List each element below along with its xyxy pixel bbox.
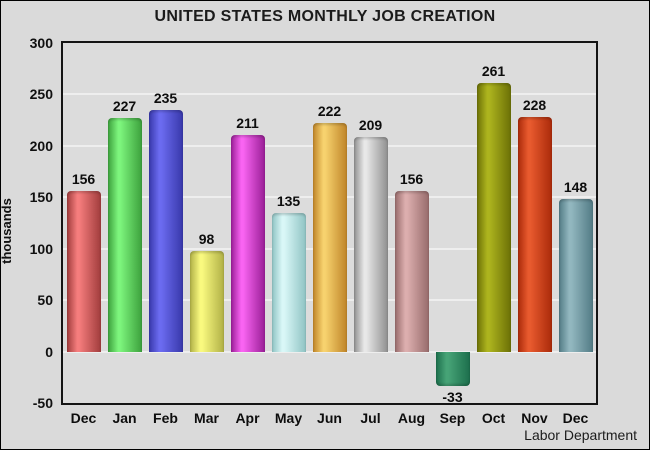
x-tick-label: Dec (70, 410, 97, 426)
bar-jul-7 (353, 136, 388, 352)
x-tick-label: Oct (481, 410, 506, 426)
bar-value-label: 235 (153, 89, 178, 106)
bar-value-label: 228 (522, 97, 547, 114)
bar-value-label: 261 (481, 63, 506, 80)
bar-jan-1 (107, 118, 142, 352)
x-tick-label: Dec (562, 410, 589, 426)
plot-area: 156 227 235 98 211 135 222 209 156 -33 261 228 148 (61, 41, 598, 405)
bar-value-label: 209 (358, 116, 383, 133)
gridline (63, 350, 596, 353)
bar-apr-4 (230, 134, 265, 352)
y-tick-label: 300 (29, 35, 53, 51)
bar-value-label: 211 (236, 114, 259, 131)
bar-value-label: 148 (563, 179, 588, 196)
x-tick-label: Jul (360, 410, 381, 426)
x-axis-ticks: Dec Jan Feb Mar Apr May Jun Jul Aug Sep Oct Nov Dec (63, 410, 596, 426)
x-tick-label: Aug (397, 410, 426, 426)
x-tick-label: Jan (112, 410, 137, 426)
bar-value-label: 135 (276, 192, 301, 209)
gridline (63, 93, 596, 96)
bar-value-label: 222 (317, 103, 342, 120)
bar-aug-8 (394, 191, 429, 352)
bar-value-label: -33 (442, 388, 463, 405)
y-tick-label: 50 (37, 292, 53, 309)
bar-feb-2 (148, 109, 183, 352)
x-tick-label: Jun (317, 410, 342, 426)
x-tick-label: Nov (521, 410, 548, 426)
y-tick-label: 250 (29, 86, 53, 103)
bar-may-5 (271, 212, 306, 352)
y-tick-label: 200 (29, 137, 53, 154)
source-credit: Labor Department (524, 427, 637, 443)
bar-dec-12 (558, 199, 593, 352)
x-tick-label: Mar (194, 410, 219, 426)
y-tick-label: 0 (45, 343, 53, 360)
bar-jun-6 (312, 123, 347, 352)
chart-title: UNITED STATES MONTHLY JOB CREATION (154, 8, 496, 25)
bar-sep-9 (435, 351, 470, 386)
x-tick-label: Sep (439, 410, 466, 426)
bar-mar-3 (189, 250, 224, 352)
bar-value-label: 98 (198, 230, 215, 247)
bar-oct-10 (476, 83, 511, 352)
x-tick-label: May (274, 410, 303, 426)
bar-nov-11 (517, 117, 552, 352)
bar-value-label: 156 (399, 171, 424, 188)
x-tick-label: Apr (235, 410, 260, 426)
y-tick-label: 150 (29, 189, 53, 206)
bar-dec-0 (66, 191, 101, 352)
y-tick-label: -50 (32, 395, 53, 411)
bar-value-label: 227 (112, 98, 137, 115)
bar-value-label: 156 (71, 171, 96, 188)
y-tick-label: 100 (29, 240, 53, 257)
x-tick-label: Feb (153, 410, 178, 426)
y-axis-title: thousands (0, 198, 14, 264)
